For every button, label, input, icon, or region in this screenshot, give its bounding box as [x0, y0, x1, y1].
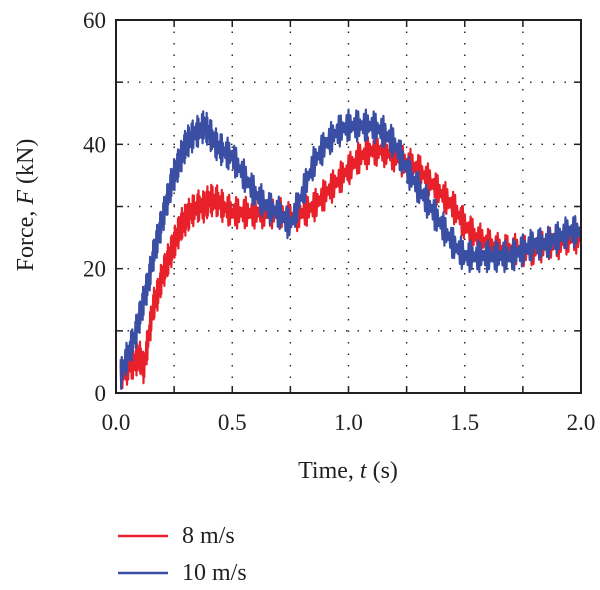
- series-line-8-m-s: [119, 133, 583, 390]
- x-tick-labels: 0.0 0.5 1.0 1.5 2.0: [102, 410, 596, 435]
- axis-ticks: [115, 19, 582, 394]
- grid-lines: [116, 20, 581, 393]
- x-tick-label: 0.0: [102, 410, 131, 435]
- y-tick-labels: 0 20 40 60: [83, 8, 106, 406]
- y-tick-label: 60: [83, 8, 106, 33]
- x-tick-label: 1.0: [334, 410, 363, 435]
- y-tick-label: 0: [95, 381, 107, 406]
- series-layer: [119, 108, 583, 390]
- x-tick-label: 1.5: [450, 410, 479, 435]
- y-tick-label: 20: [83, 257, 106, 282]
- x-tick-label: 2.0: [567, 410, 596, 435]
- legend-label-8ms: 8 m/s: [182, 523, 235, 549]
- x-axis-label: Time, t (s): [298, 458, 398, 484]
- legend-label-10ms: 10 m/s: [182, 560, 247, 586]
- series-line-10-m-s: [119, 108, 583, 390]
- y-axis-label: Force, F (kN): [13, 139, 39, 272]
- y-tick-label: 40: [83, 132, 106, 157]
- x-tick-label: 0.5: [218, 410, 247, 435]
- legend: 8 m/s 10 m/s: [118, 523, 247, 586]
